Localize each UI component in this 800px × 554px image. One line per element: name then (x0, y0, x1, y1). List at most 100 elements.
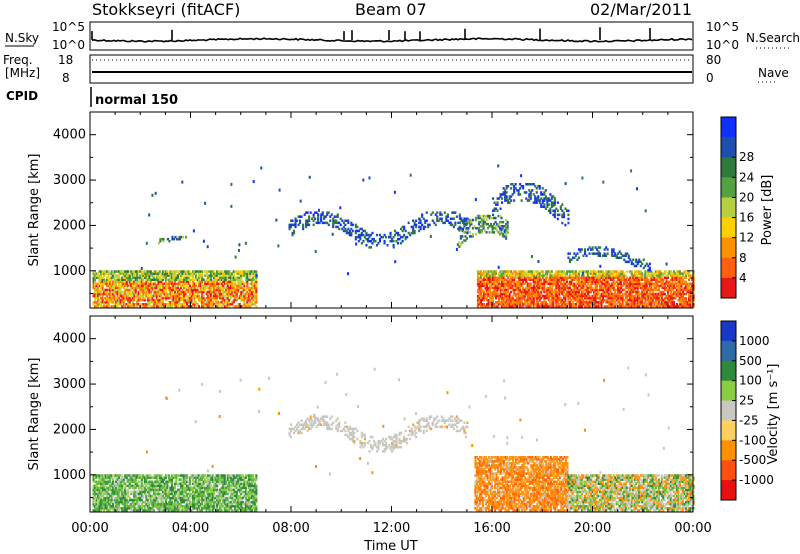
heatmap-cell (678, 296, 681, 300)
heatmap-cell (234, 255, 237, 259)
heatmap-cell (101, 294, 104, 298)
heatmap-cell (128, 290, 131, 294)
heatmap-cell (659, 270, 662, 273)
heatmap-cell (152, 303, 155, 306)
heatmap-cell (366, 233, 369, 237)
heatmap-cell (541, 193, 544, 196)
heatmap-cell (217, 272, 220, 275)
heatmap-cell (109, 498, 112, 502)
heatmap-cell (617, 252, 620, 255)
heatmap-cell (101, 482, 104, 485)
heatmap-cell (127, 292, 130, 296)
heatmap-cell (495, 272, 498, 275)
heatmap-cell (142, 294, 145, 298)
heatmap-cell (587, 305, 590, 308)
heatmap-cell (143, 270, 146, 273)
heatmap-cell (169, 303, 172, 306)
heatmap-cell (110, 494, 113, 498)
heatmap-cell (639, 303, 642, 306)
heatmap-cell (526, 272, 529, 275)
heatmap-cell (127, 274, 130, 277)
heatmap-cell (222, 298, 225, 302)
heatmap-cell (121, 494, 124, 498)
heatmap-cell (127, 278, 130, 281)
heatmap-cell (213, 270, 216, 273)
heatmap-cell (183, 284, 186, 288)
heatmap-cell (603, 248, 606, 251)
heatmap-cell (178, 298, 181, 302)
heatmap-cell (672, 292, 675, 296)
heatmap-cell (332, 217, 335, 220)
heatmap-cell (354, 229, 357, 233)
heatmap-cell (182, 235, 185, 239)
heatmap-cell (198, 272, 201, 275)
heatmap-cell (128, 274, 131, 277)
heatmap-cell (596, 294, 599, 298)
heatmap-cell (577, 290, 580, 294)
heatmap-cell (192, 290, 195, 294)
heatmap-cell (234, 280, 237, 284)
heatmap-cell (119, 507, 122, 510)
heatmap-cell (222, 296, 225, 300)
heatmap-cell (688, 272, 691, 275)
heatmap-cell (214, 296, 217, 300)
heatmap-cell (688, 296, 691, 300)
heatmap-cell (570, 274, 573, 277)
heatmap-cell (222, 284, 225, 288)
heatmap-cell (681, 303, 684, 306)
heatmap-cell (151, 193, 154, 197)
heatmap-cell (547, 270, 550, 273)
heatmap-cell (523, 270, 526, 273)
heatmap-cell (531, 270, 534, 273)
heatmap-cell (134, 290, 137, 294)
heatmap-cell (308, 223, 311, 227)
heatmap-cell (608, 274, 611, 277)
heatmap-cell (502, 276, 505, 279)
heatmap-cell (685, 292, 688, 296)
heatmap-cell (479, 229, 482, 232)
heatmap-cell (497, 265, 500, 269)
heatmap-cell (154, 286, 157, 290)
heatmap-cell (324, 221, 327, 225)
heatmap-cell (252, 270, 255, 273)
heatmap-cell (220, 301, 223, 304)
heatmap-cell (184, 301, 187, 304)
heatmap-cell (492, 305, 495, 308)
heatmap-cell (107, 486, 110, 490)
heatmap-cell (685, 298, 688, 302)
heatmap-cell (158, 278, 161, 281)
heatmap-cell (216, 274, 219, 277)
heatmap-cell (603, 276, 606, 279)
heatmap-cell (226, 282, 229, 286)
heatmap-cell (98, 301, 101, 304)
heatmap-cell (522, 292, 525, 296)
heatmap-cell (124, 500, 127, 504)
heatmap-cell (651, 292, 654, 296)
heatmap-cell (490, 272, 493, 275)
heatmap-cell (562, 305, 565, 308)
heatmap-cell (593, 292, 596, 296)
heatmap-cell (587, 292, 590, 296)
heatmap-cell (479, 305, 482, 308)
heatmap-cell (118, 474, 121, 477)
heatmap-cell (559, 288, 562, 292)
heatmap-cell (546, 286, 549, 290)
heatmap-cell (249, 272, 252, 275)
heatmap-cell (555, 286, 558, 290)
heatmap-cell (660, 292, 663, 296)
heatmap-cell (493, 209, 496, 212)
heatmap-cell (106, 488, 109, 492)
heatmap-cell (139, 294, 142, 298)
heatmap-cell (544, 280, 547, 284)
heatmap-cell (213, 298, 216, 302)
heatmap-cell (320, 219, 323, 222)
heatmap-cell (492, 303, 495, 306)
heatmap-cell (663, 272, 666, 275)
heatmap-cell (668, 298, 671, 302)
heatmap-cell (133, 507, 136, 510)
heatmap-cell (124, 288, 127, 292)
heatmap-cell (260, 166, 263, 170)
heatmap-cell (647, 305, 650, 308)
heatmap-cell (630, 298, 633, 302)
heatmap-cell (155, 296, 158, 300)
